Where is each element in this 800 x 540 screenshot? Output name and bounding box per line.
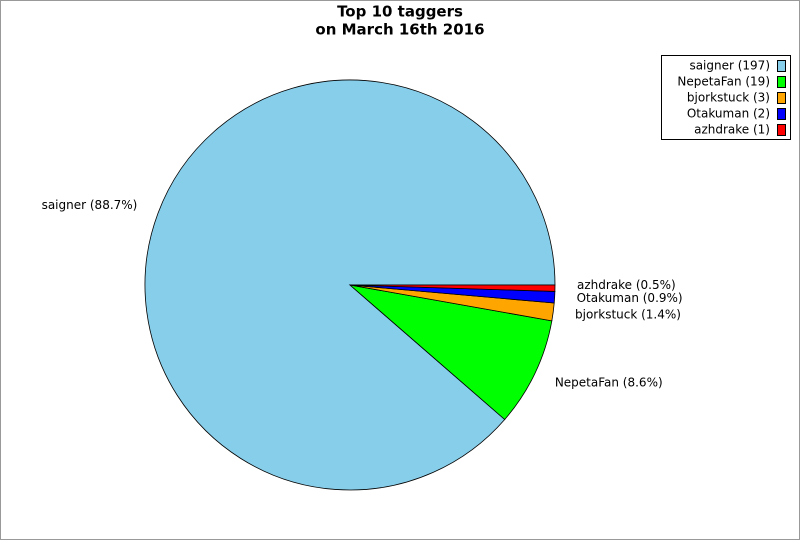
slice-label: azhdrake (0.5%) xyxy=(577,278,676,292)
legend-label: NepetaFan (19) xyxy=(677,75,770,89)
chart-title: Top 10 taggers xyxy=(337,3,463,21)
chart-subtitle: on March 16th 2016 xyxy=(315,21,484,39)
pie-slice xyxy=(348,284,553,421)
legend-swatch xyxy=(777,92,786,104)
legend-label: bjorkstuck (3) xyxy=(687,91,770,105)
legend-swatch xyxy=(777,76,786,88)
slice-label: saigner (88.7%) xyxy=(42,198,138,212)
legend-label: saigner (197) xyxy=(689,59,770,73)
slice-label: Otakuman (0.9%) xyxy=(577,291,683,305)
legend-box xyxy=(661,55,791,140)
slice-label: bjorkstuck (1.4%) xyxy=(575,307,681,321)
slice-label: NepetaFan (8.6%) xyxy=(555,375,663,389)
legend-label: azhdrake (1) xyxy=(694,123,770,137)
pie-slice xyxy=(349,284,556,292)
legend-swatch xyxy=(777,108,786,120)
legend-label: Otakuman (2) xyxy=(687,107,770,121)
legend-swatch xyxy=(777,124,786,136)
legend-swatch xyxy=(777,60,786,72)
